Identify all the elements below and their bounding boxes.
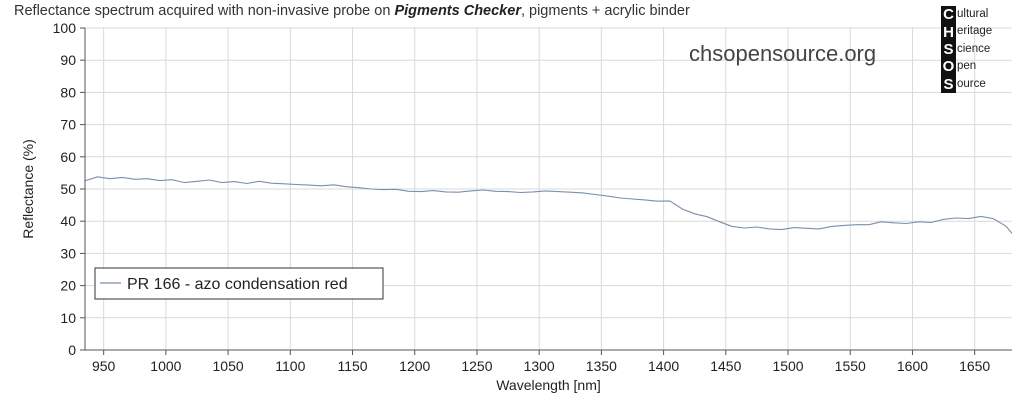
x-tick-label: 1550 (835, 358, 866, 374)
x-tick-label: 1600 (897, 358, 928, 374)
x-tick-label: 1200 (399, 358, 430, 374)
chart-title: Reflectance spectrum acquired with non-i… (14, 3, 690, 19)
x-tick-label: 1300 (524, 358, 555, 374)
y-tick-label: 60 (60, 149, 76, 165)
x-tick-label: 1150 (337, 358, 367, 374)
y-tick-label: 80 (60, 84, 76, 100)
x-tick-label: 1350 (586, 358, 617, 374)
y-tick-label: 0 (68, 342, 76, 358)
logo-letter: C (941, 6, 956, 24)
x-tick-label: 1650 (959, 358, 990, 374)
watermark-url: chsopensource.org (689, 41, 877, 66)
x-tick-label: 1250 (461, 358, 492, 374)
y-tick-label: 30 (60, 245, 76, 261)
axes (84, 28, 1012, 351)
chart-title-emphasis: Pigments Checker (394, 3, 521, 19)
y-axis-ticks: 0 10 20 30 40 50 60 70 80 90 100 (53, 20, 85, 358)
y-tick-label: 10 (60, 310, 76, 326)
y-tick-label: 70 (60, 117, 76, 133)
y-tick-label: 20 (60, 278, 76, 294)
chart-title-suffix: , pigments + acrylic binder (520, 3, 690, 19)
logo-letter: S (941, 75, 956, 93)
logo-word: ultural (957, 7, 989, 20)
x-tick-label: 1400 (648, 358, 679, 374)
x-axis-title: Wavelength [nm] (496, 377, 601, 393)
legend: PR 166 - azo condensation red (94, 267, 384, 300)
logo-letter: S (941, 40, 956, 59)
y-tick-label: 50 (60, 181, 76, 197)
y-tick-label: 100 (53, 20, 77, 36)
logo-word: cience (957, 42, 991, 55)
legend-label: PR 166 - azo condensation red (127, 276, 348, 293)
logo-letter: O (941, 58, 956, 76)
x-tick-label: 1100 (275, 358, 305, 374)
grid-lines (85, 27, 1012, 351)
logo-word: eritage (957, 25, 993, 38)
x-tick-label: 950 (92, 358, 116, 374)
y-axis-title: Reflectance (%) (20, 139, 36, 239)
x-tick-label: 1000 (150, 358, 181, 374)
y-tick-label: 40 (60, 213, 76, 229)
logo-word: pen (957, 60, 977, 73)
logo-word: ource (957, 77, 986, 90)
y-tick-label: 90 (60, 52, 76, 68)
series-lines (84, 176, 1013, 234)
logo-letter: H (941, 23, 956, 41)
x-tick-label: 1450 (710, 358, 741, 374)
x-tick-label: 1500 (772, 358, 803, 374)
chart-title-prefix: Reflectance spectrum acquired with non-i… (14, 3, 395, 19)
x-axis-ticks: 950 1000 1050 1100 1150 1200 1250 1300 1350 1400 1… (92, 350, 990, 374)
x-tick-label: 1050 (213, 358, 244, 374)
series-line-pr166 (84, 176, 1013, 234)
legend-box (94, 267, 384, 300)
